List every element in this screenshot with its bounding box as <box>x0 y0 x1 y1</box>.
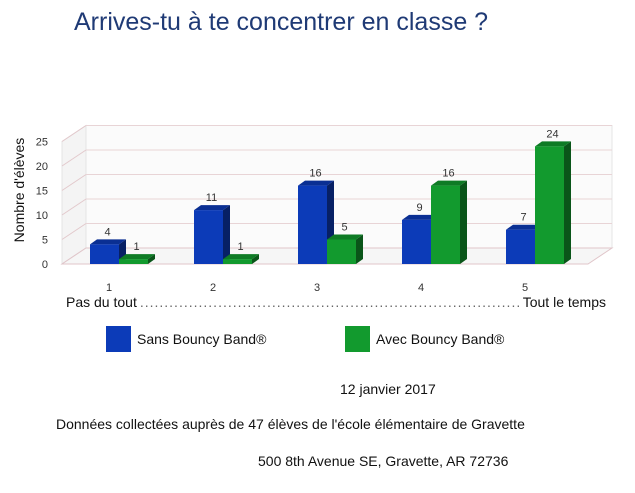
data-label: 1 <box>133 241 139 253</box>
bar <box>431 185 460 264</box>
data-label: 16 <box>442 168 454 180</box>
x-tick-label: 1 <box>106 282 112 294</box>
bar <box>506 229 535 264</box>
bar-top <box>119 254 155 260</box>
x-tick-label: 2 <box>210 282 216 294</box>
data-label: 9 <box>416 202 422 214</box>
bar <box>194 210 223 264</box>
legend-item-sans: Sans Bouncy Band® <box>106 326 266 352</box>
data-label: 7 <box>520 212 526 224</box>
scale-label-high: Tout le temps <box>522 294 606 310</box>
gridline-side <box>61 174 87 191</box>
legend-item-avec: Avec Bouncy Band® <box>345 326 504 352</box>
scale-dots: ........................................… <box>139 294 520 310</box>
y-tick-label: 25 <box>36 137 48 149</box>
data-label: 16 <box>309 168 321 180</box>
chart-title: Arrives-tu à te concentrer en classe ? <box>74 8 489 36</box>
legend-swatch-sans <box>106 326 131 352</box>
bar-top <box>223 254 259 260</box>
data-label: 24 <box>546 128 558 140</box>
y-tick-label: 10 <box>36 210 48 222</box>
legend-label-avec: Avec Bouncy Band® <box>376 331 505 347</box>
gridline-side <box>61 198 87 216</box>
bar <box>298 185 327 264</box>
bar <box>402 219 431 264</box>
scale-labels: Pas du tout ............................… <box>66 294 606 310</box>
gridline-side <box>61 223 87 240</box>
x-tick-label: 5 <box>522 282 528 294</box>
data-label: 5 <box>341 222 347 234</box>
y-axis-label: Nombre d'élèves <box>11 138 27 243</box>
bar <box>535 146 564 264</box>
bar-top <box>402 214 438 220</box>
bar-top <box>298 180 334 186</box>
y-tick-label: 5 <box>42 235 48 247</box>
scale-label-low: Pas du tout <box>66 294 137 310</box>
bar-side <box>252 254 259 264</box>
source-note: Données collectées auprès de 47 élèves d… <box>56 416 525 432</box>
y-tick-label: 0 <box>42 259 48 271</box>
bar <box>223 259 252 264</box>
gridline-side <box>61 125 87 142</box>
bar-top <box>431 180 467 186</box>
bar-side <box>564 141 571 264</box>
bar-top <box>90 239 126 245</box>
x-tick-label: 3 <box>314 282 320 294</box>
data-label: 11 <box>206 192 217 204</box>
gridline-side <box>61 149 87 167</box>
bar-top <box>506 224 542 230</box>
x-tick-label: 4 <box>418 282 424 294</box>
bar-side <box>148 254 155 264</box>
bar-side <box>356 234 363 264</box>
bar-top <box>535 141 571 147</box>
data-label: 1 <box>237 241 243 253</box>
bar-top <box>194 205 230 211</box>
legend-label-sans: Sans Bouncy Band® <box>137 331 267 347</box>
bar-side <box>460 180 467 264</box>
bar <box>327 239 356 264</box>
bar-side <box>223 205 230 264</box>
legend-swatch-avec <box>345 326 370 352</box>
bar-top <box>327 234 363 240</box>
bar <box>119 259 148 264</box>
data-label: 4 <box>104 226 110 238</box>
bar <box>90 244 119 264</box>
date-note: 12 janvier 2017 <box>340 381 436 397</box>
y-tick-label: 20 <box>36 161 48 173</box>
address-note: 500 8th Avenue SE, Gravette, AR 72736 <box>258 453 509 469</box>
chart-side-wall <box>61 124 87 265</box>
y-tick-label: 15 <box>36 186 48 198</box>
